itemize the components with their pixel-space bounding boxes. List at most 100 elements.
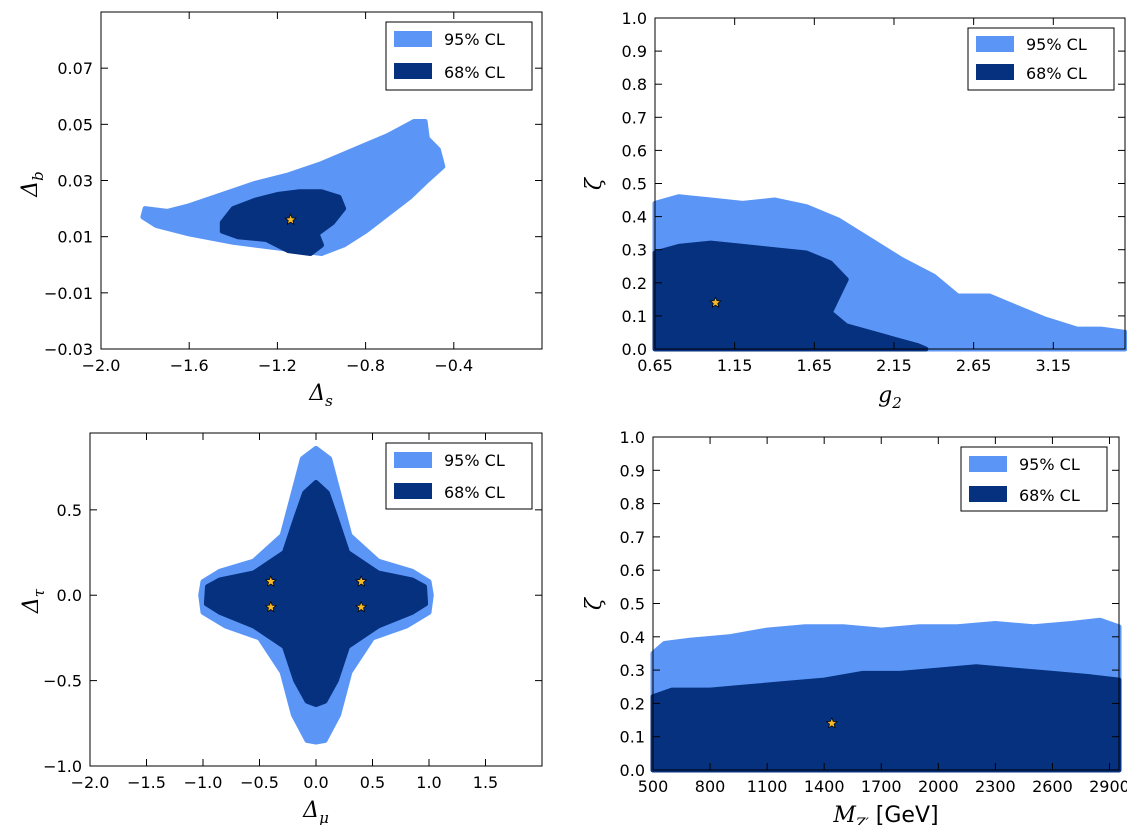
- legend-swatch-95: [969, 456, 1007, 472]
- y-tick-label: 0.6: [620, 561, 645, 580]
- y-tick-label: 0.4: [622, 208, 647, 227]
- y-tick-label: 0.9: [622, 42, 647, 61]
- x-tick-label: 2900: [1089, 777, 1127, 796]
- x-tick-label: 3.15: [1035, 356, 1071, 375]
- y-tick-label: 0.03: [57, 172, 93, 191]
- best-fit-star: [825, 716, 838, 729]
- legend: 95% CL 68% CL: [960, 446, 1108, 512]
- legend-label-68: 68% CL: [444, 483, 505, 502]
- best-fit-star: [355, 600, 368, 613]
- region-68cl: [219, 189, 347, 256]
- axis-ticks: −2.0 −1.5 −1.0 −0.5 0.0 0.5 1.0 1.5 −1.0 −0.5 0.0 0…: [43, 433, 542, 792]
- x-tick-label: 0.0: [303, 773, 328, 792]
- confidence-regions: [650, 617, 1122, 773]
- x-axis-label: Δs: [308, 381, 333, 410]
- legend-swatch-68: [394, 483, 432, 499]
- y-tick-label: 0.8: [622, 75, 647, 94]
- x-tick-label: 2.15: [876, 356, 912, 375]
- y-tick-label: 0.2: [622, 274, 647, 293]
- best-fit-markers: [264, 575, 368, 613]
- legend-label-95: 95% CL: [1026, 35, 1087, 54]
- y-tick-label: 0.7: [620, 528, 645, 547]
- axis-ticks: −2.0 −1.6 −1.2 −0.8 −0.4 −0.03 −0.01 0.01 0.03 0.…: [44, 12, 542, 375]
- y-tick-label: 0.8: [620, 495, 645, 514]
- best-fit-star: [264, 575, 277, 587]
- y-tick-label: 0.7: [622, 108, 647, 127]
- y-tick-label: 0.0: [57, 586, 82, 605]
- y-tick-label: 0.4: [620, 628, 645, 647]
- x-tick-label: 1.0: [416, 773, 441, 792]
- y-tick-label: 0.5: [620, 595, 645, 614]
- x-tick-label: 0.65: [637, 356, 673, 375]
- legend-swatch-95: [976, 36, 1014, 52]
- x-tick-label: 1.65: [797, 356, 833, 375]
- x-tick-label: 1100: [747, 777, 788, 796]
- y-tick-label: 1.0: [620, 428, 645, 447]
- y-tick-label: 0.01: [57, 228, 93, 247]
- axis-ticks: 0.65 1.15 1.65 2.15 2.65 3.15 0.0 0.1 0.2 0.3 0.4 0…: [622, 9, 1125, 375]
- y-tick-label: 0.5: [622, 175, 647, 194]
- region-68cl: [203, 480, 429, 707]
- panel-zeta-vs-mz: 500 800 1100 1400 1700 2000 2300 2600 2900 0.0 0.1…: [582, 428, 1127, 825]
- legend: 95% CL 68% CL: [385, 442, 533, 510]
- x-tick-label: 1.15: [717, 356, 753, 375]
- y-axis-label: Δb: [18, 171, 47, 198]
- legend-swatch-68: [969, 486, 1007, 502]
- x-tick-label: 2.65: [956, 356, 992, 375]
- y-tick-label: 0.0: [620, 761, 645, 780]
- x-tick-label: 1700: [861, 777, 902, 796]
- y-tick-label: 0.0: [622, 340, 647, 359]
- y-tick-label: 0.1: [622, 307, 647, 326]
- y-axis-label: ζ: [582, 176, 607, 190]
- y-tick-label: 0.2: [620, 694, 645, 713]
- axis-ticks: 500 800 1100 1400 1700 2000 2300 2600 2900 0.0 0.1…: [620, 428, 1127, 796]
- x-tick-label: 0.5: [360, 773, 385, 792]
- best-fit-star: [355, 575, 368, 587]
- x-axis-label: MZ′ [GeV]: [832, 803, 938, 825]
- x-tick-label: −0.8: [346, 356, 385, 375]
- x-tick-label: 2000: [918, 777, 959, 796]
- legend: 95% CL 68% CL: [967, 27, 1115, 91]
- x-tick-label: 1.5: [473, 773, 498, 792]
- confidence-regions: [198, 445, 434, 745]
- y-tick-label: −1.0: [43, 757, 82, 776]
- x-tick-label: −2.0: [71, 773, 110, 792]
- y-tick-label: −0.03: [44, 340, 93, 359]
- x-tick-label: −2.0: [82, 356, 121, 375]
- y-axis-label: ζ: [582, 596, 607, 610]
- y-axis-label: Δτ: [19, 588, 48, 614]
- y-tick-label: 0.3: [620, 661, 645, 680]
- region-68cl: [650, 664, 1122, 773]
- legend-swatch-68: [976, 64, 1014, 80]
- legend: 95% CL 68% CL: [385, 21, 533, 91]
- legend-label-68: 68% CL: [444, 63, 505, 82]
- best-fit-markers: [284, 213, 297, 226]
- x-tick-label: 2600: [1032, 777, 1073, 796]
- x-tick-label: −1.5: [127, 773, 166, 792]
- y-tick-label: 1.0: [622, 9, 647, 28]
- y-tick-label: 0.1: [620, 728, 645, 747]
- x-axis-label: Δμ: [302, 798, 329, 825]
- x-tick-label: −0.4: [434, 356, 473, 375]
- x-tick-label: −1.2: [258, 356, 297, 375]
- y-tick-label: 0.9: [620, 461, 645, 480]
- legend-label-68: 68% CL: [1019, 486, 1080, 505]
- x-tick-label: −0.5: [240, 773, 279, 792]
- y-tick-label: −0.5: [43, 672, 82, 691]
- best-fit-star: [284, 213, 297, 226]
- x-tick-label: 800: [695, 777, 726, 796]
- y-tick-label: 0.07: [57, 59, 93, 78]
- legend-label-95: 95% CL: [444, 451, 505, 470]
- best-fit-star: [264, 600, 277, 613]
- legend-swatch-95: [394, 31, 432, 47]
- legend-label-95: 95% CL: [1019, 455, 1080, 474]
- legend-swatch-95: [394, 452, 432, 468]
- x-axis-label: g2: [878, 383, 902, 412]
- x-tick-label: 500: [638, 777, 669, 796]
- y-tick-label: 0.5: [57, 501, 82, 520]
- region-95cl: [140, 119, 446, 256]
- y-tick-label: 0.6: [622, 141, 647, 160]
- panel-delta-tau-vs-delta-mu: −2.0 −1.5 −1.0 −0.5 0.0 0.5 1.0 1.5 −1.0 −0.5 0.0 0…: [19, 432, 543, 825]
- x-tick-label: 2300: [975, 777, 1016, 796]
